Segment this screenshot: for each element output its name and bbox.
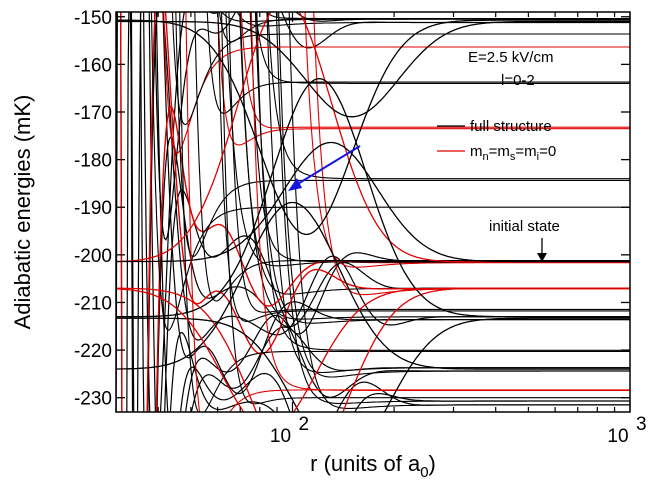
y-tick-label: -200 (74, 246, 112, 267)
black-curve (254, 12, 630, 324)
x-tick-label: 10 (607, 426, 628, 447)
y-tick-label: -180 (74, 151, 112, 172)
black-wall-curve (228, 12, 630, 313)
initial-state-label: initial state (489, 218, 560, 235)
red-wall-curve (217, 12, 630, 146)
legend-label-full-structure: full structure (470, 118, 552, 135)
y-tick-label: -160 (74, 55, 112, 76)
black-curve (236, 12, 630, 27)
red-curve (116, 287, 630, 412)
black-curve (116, 12, 630, 241)
plot-frame (115, 11, 631, 413)
partial-waves-annotation: l=0-2 (501, 72, 535, 89)
y-tick-label: -210 (74, 293, 112, 314)
y-tick-label: -230 (74, 389, 112, 410)
black-wall-curve (267, 12, 630, 180)
black-wall-curve (194, 12, 630, 302)
black-curve (288, 12, 630, 409)
field-annotation: E=2.5 kV/cm (468, 49, 553, 66)
black-wall-curve (256, 12, 630, 351)
blue-arrowhead (288, 178, 302, 191)
black-curve (116, 19, 630, 236)
black-wall-curve (265, 12, 630, 20)
black-curve (278, 12, 630, 378)
legend-label-red: mn=ms=mi=0 (470, 143, 556, 163)
black-curve (116, 317, 630, 412)
x-axis-title: r (units of a0) (310, 451, 436, 481)
blue-arrow (295, 145, 361, 186)
black-curve (116, 141, 630, 263)
black-wall-curve (171, 12, 630, 126)
black-curve (116, 201, 630, 370)
x-tick-label-exponent: 3 (636, 414, 647, 435)
black-wall-curve (175, 12, 630, 258)
black-curve (116, 78, 630, 318)
black-wall-curve (217, 12, 630, 322)
y-tick-label: -150 (74, 8, 112, 29)
y-tick-label: -170 (74, 103, 112, 124)
black-curve (275, 12, 630, 404)
red-wall-curve (240, 12, 630, 129)
red-wall-curve (250, 12, 630, 391)
y-tick-label: -190 (74, 198, 112, 219)
black-wall-curve (179, 12, 630, 412)
black-wall-curve (150, 12, 630, 331)
y-axis-title: Adiabatic energies (mK) (10, 95, 35, 330)
curves-group (116, 12, 630, 412)
x-tick-label-exponent: 2 (298, 414, 309, 435)
black-curve (266, 12, 630, 374)
initial-state-arrowhead (537, 253, 547, 262)
ticks-group: -150-160-170-180-190-200-210-220-2301021… (74, 8, 647, 447)
legend: full structure mn=ms=mi=0 (437, 118, 556, 163)
black-curve (116, 20, 630, 118)
y-tick-label: -220 (74, 341, 112, 362)
black-wall-curve (255, 12, 630, 84)
black-wall-curve (221, 12, 630, 405)
black-wall-curve (206, 12, 630, 114)
x-tick-label: 10 (270, 426, 291, 447)
